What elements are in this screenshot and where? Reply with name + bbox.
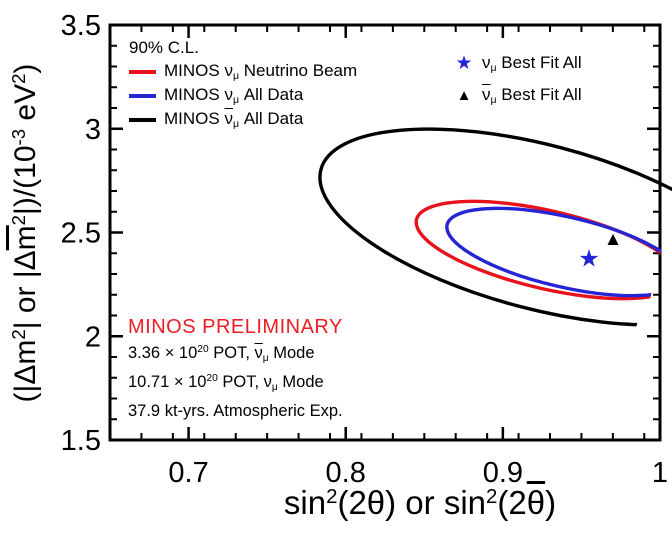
text-part: 2 <box>7 214 29 226</box>
text-part: μ <box>490 93 497 106</box>
preliminary-watermark: MINOS PRELIMINARY <box>128 316 343 338</box>
text-part: eV <box>9 83 42 129</box>
text-part: ν <box>482 53 491 72</box>
text-part: Neutrino Beam <box>239 61 358 80</box>
text-part: 2 <box>326 484 338 508</box>
legend-item-label: MINOS νμ All Data <box>164 83 303 109</box>
text-part: 20 <box>197 344 209 356</box>
text-part: Best Fit All <box>496 53 582 72</box>
best-fit-legend: ★ νμ Best Fit All ▲ νμ Best Fit All <box>446 47 582 111</box>
text-part: 3.36 × 10 <box>128 344 198 362</box>
best-fit-legend-row-numu: ★ νμ Best Fit All <box>446 47 582 79</box>
text-part: 10.71 × 10 <box>128 373 207 391</box>
y-tick-label: 2 <box>85 321 101 353</box>
text-part: μ <box>490 61 497 74</box>
y-axis-title: (|Δm2| or |Δm2|)/(10-3 eV2) <box>7 3 51 463</box>
text-part: ν <box>224 109 233 128</box>
exposure-line-antinu: 3.36 × 1020 POT, νμ Mode <box>128 340 343 369</box>
text-part: 2 <box>7 329 29 340</box>
best-fit-legend-label: νμ Best Fit All <box>482 85 582 106</box>
legend: 90% C.L. MINOS νμ Neutrino Beam MINOS νμ… <box>129 36 357 132</box>
text-part: μ <box>232 69 240 82</box>
red-line-swatch <box>129 70 156 74</box>
y-tick-label: 3 <box>85 114 101 146</box>
text-part: Mode <box>277 373 324 391</box>
text-part: 37.9 kt-yrs. Atmospheric Exp. <box>128 402 343 420</box>
text-part: POT, ν <box>217 373 272 391</box>
plot-frame <box>108 23 662 442</box>
best-fit-legend-row-antinumu: ▲ νμ Best Fit All <box>446 79 582 111</box>
text-part: ) <box>9 63 42 74</box>
text-part: POT, <box>208 344 255 362</box>
star-icon: ★ <box>455 52 473 74</box>
y-tick-label: 2.5 <box>61 218 101 250</box>
legend-item-label: MINOS νμ All Data <box>164 107 303 133</box>
x-tick-label: 0.9 <box>483 457 523 489</box>
exposure-line-nu: 10.71 × 1020 POT, νμ Mode <box>128 369 343 398</box>
star-best-fit-marker: ★ <box>578 246 600 273</box>
text-part: m <box>9 225 42 251</box>
text-part: Best Fit All <box>496 85 582 104</box>
legend-item-alldata: MINOS νμ All Data <box>129 84 357 108</box>
text-part: (2θ) or sin <box>337 484 487 521</box>
x-tick-label: 1 <box>652 457 668 489</box>
text-part: μ <box>271 381 278 393</box>
experiment-info: MINOS PRELIMINARY 3.36 × 1020 POT, νμ Mo… <box>128 315 343 425</box>
legend-item-label: MINOS νμ Neutrino Beam <box>164 59 357 85</box>
text-part: ) <box>545 484 557 521</box>
x-axis-title: sin2(2θ) or sin2(2θ) <box>150 484 672 522</box>
text-part: μ <box>262 352 269 364</box>
text-part: (2 <box>497 484 527 521</box>
y-tick-label: 3.5 <box>61 10 101 42</box>
triangle-icon: ▲ <box>456 86 472 104</box>
legend-item-antinu: MINOS νμ All Data <box>129 108 357 132</box>
x-tick-label: 0.7 <box>168 457 208 489</box>
text-part: sin <box>283 484 327 521</box>
y-tick-label: 1.5 <box>61 425 101 457</box>
text-part: ν <box>254 344 263 362</box>
text-part: θ <box>526 484 546 521</box>
best-fit-legend-label: νμ Best Fit All <box>482 53 582 74</box>
text-part: | or |Δ <box>9 250 42 330</box>
text-part: -3 <box>7 128 29 146</box>
legend-title: 90% C.L. <box>129 36 357 60</box>
exposure-line-atmospheric: 37.9 kt-yrs. Atmospheric Exp. <box>128 398 343 425</box>
black-line-swatch <box>129 118 156 122</box>
contour-undefined <box>445 206 672 298</box>
text-part: MINOS ν <box>164 85 233 104</box>
contour-undefined <box>318 127 672 327</box>
text-part: ν <box>482 85 491 104</box>
text-part: |)/(10 <box>9 145 42 215</box>
text-part: (|Δm <box>9 339 42 403</box>
legend-title-label: 90% C.L. <box>129 38 199 57</box>
text-part: Mode <box>268 344 315 362</box>
triangle-best-fit-marker: ▲ <box>604 229 623 250</box>
x-tick-label: 0.8 <box>326 457 366 489</box>
text-part: All Data <box>239 109 304 128</box>
text-part: 20 <box>206 373 218 385</box>
blue-line-swatch <box>129 94 156 98</box>
text-part: 2 <box>7 73 29 84</box>
text-part: μ <box>232 93 240 106</box>
legend-item-beam: MINOS νμ Neutrino Beam <box>129 60 357 84</box>
text-part: 2 <box>486 484 498 508</box>
text-part: MINOS ν <box>164 61 233 80</box>
text-part: MINOS <box>164 109 225 128</box>
contour-undefined <box>414 199 672 301</box>
text-part: μ <box>232 117 240 130</box>
text-part: All Data <box>239 85 304 104</box>
